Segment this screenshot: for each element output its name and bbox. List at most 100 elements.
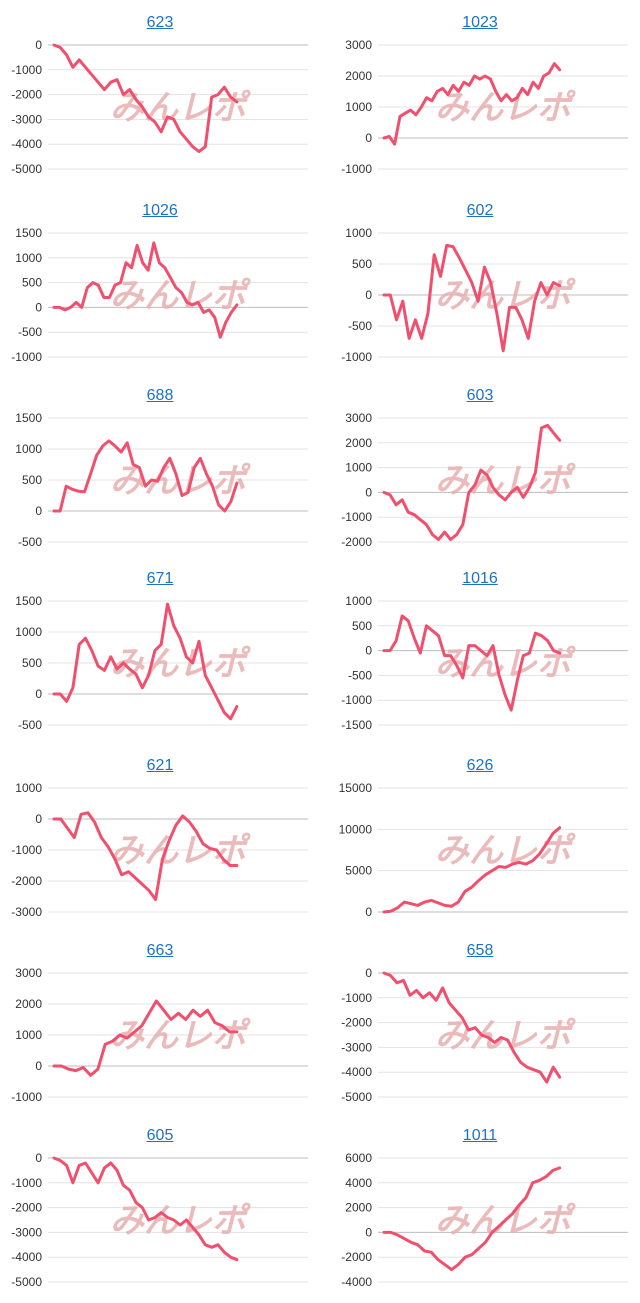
chart-panel-1023: 1023 3000 2000 1000 0 -1000 みんレポ xyxy=(320,10,640,182)
series-line xyxy=(382,423,562,541)
watermark-part1: みんレポ xyxy=(110,1016,251,1056)
y-tick-label: 5000 xyxy=(345,864,372,878)
y-tick-label: 3000 xyxy=(345,38,372,52)
y-tick-label: 1000 xyxy=(345,226,372,240)
y-tick-label: -1000 xyxy=(341,991,372,1005)
y-tick-label: -3000 xyxy=(11,905,42,919)
y-tick-label: 2000 xyxy=(345,1201,372,1215)
series-line xyxy=(52,602,239,721)
chart-title-link[interactable]: 688 xyxy=(146,387,174,404)
chart-title-link[interactable]: 658 xyxy=(466,942,494,959)
series-line xyxy=(382,243,562,353)
y-tick-label: -5000 xyxy=(341,1090,372,1104)
series-line xyxy=(382,826,562,914)
y-tick-label: 3000 xyxy=(15,966,42,980)
y-tick-label: 1000 xyxy=(345,461,372,475)
chart-title-link[interactable]: 671 xyxy=(146,570,174,587)
chart-title-link[interactable]: 621 xyxy=(146,757,174,774)
y-tick-label: -500 xyxy=(348,319,372,333)
y-tick-label: 1000 xyxy=(345,594,372,608)
chart-panel-671: 671 1500 1000 500 0 -500 みんレポ xyxy=(0,566,320,738)
y-tick-label: 1000 xyxy=(15,1028,42,1042)
y-tick-label: -4000 xyxy=(341,1275,372,1289)
series-line xyxy=(52,241,239,339)
watermark-part1: みんレポ xyxy=(435,461,576,501)
y-tick-label: -500 xyxy=(18,325,42,339)
watermark-logo: みんレポ xyxy=(435,831,576,871)
chart-title-link[interactable]: 1016 xyxy=(462,570,498,587)
series-line xyxy=(52,439,239,513)
y-tick-label: 1000 xyxy=(15,442,42,456)
y-tick-label: 500 xyxy=(352,257,372,271)
watermark-part1: みんレポ xyxy=(110,644,251,684)
y-tick-label: -2000 xyxy=(11,1201,42,1215)
y-tick-label: -2000 xyxy=(341,535,372,549)
y-tick-label: 0 xyxy=(35,38,42,52)
y-tick-label: -3000 xyxy=(11,112,42,126)
y-tick-label: -2000 xyxy=(341,1250,372,1264)
y-tick-label: -1000 xyxy=(11,1090,42,1104)
y-tick-label: 4000 xyxy=(345,1176,372,1190)
chart-title-link[interactable]: 626 xyxy=(466,757,494,774)
y-tick-label: 15000 xyxy=(339,781,373,795)
chart-panel-1016: 1016 1000 500 0 -500 -1000 -1500 みんレポ xyxy=(320,566,640,738)
y-tick-label: 2000 xyxy=(345,436,372,450)
line-chart: 15000 10000 5000 0 みんレポ xyxy=(339,781,628,919)
y-tick-label: -1000 xyxy=(341,693,372,707)
y-tick-label: 0 xyxy=(35,1151,42,1165)
watermark-part1: みんレポ xyxy=(110,1201,251,1241)
y-tick-label: 0 xyxy=(365,644,372,658)
chart-panel-603: 603 3000 2000 1000 0 -1000 -2000 みんレポ xyxy=(320,383,640,555)
y-tick-label: -1500 xyxy=(341,718,372,732)
y-tick-label: 1500 xyxy=(15,594,42,608)
watermark-part1: みんレポ xyxy=(435,1016,576,1056)
y-tick-label: 3000 xyxy=(345,411,372,425)
y-tick-label: -2000 xyxy=(341,1016,372,1030)
chart-panel-1026: 1026 1500 1000 500 0 -500 -1000 みんレポ xyxy=(0,198,320,370)
line-chart: 1500 1000 500 0 -500 -1000 みんレポ xyxy=(11,226,308,364)
chart-panel-602: 602 1000 500 0 -500 -1000 みんレポ xyxy=(320,198,640,370)
y-tick-label: 0 xyxy=(35,1059,42,1073)
chart-title-link[interactable]: 603 xyxy=(466,387,494,404)
chart-title-link[interactable]: 623 xyxy=(146,14,174,31)
y-tick-label: -1000 xyxy=(11,350,42,364)
chart-title-link[interactable]: 663 xyxy=(146,942,174,959)
y-tick-label: 500 xyxy=(22,276,42,290)
y-tick-label: 500 xyxy=(22,473,42,487)
y-tick-label: 0 xyxy=(365,485,372,499)
chart-title-link[interactable]: 605 xyxy=(146,1127,174,1144)
y-tick-label: -4000 xyxy=(11,137,42,151)
y-tick-label: -5000 xyxy=(11,162,42,176)
y-tick-label: -1000 xyxy=(341,350,372,364)
y-tick-label: -500 xyxy=(348,668,372,682)
y-tick-label: 1500 xyxy=(15,226,42,240)
y-tick-label: 0 xyxy=(365,1225,372,1239)
y-tick-label: 0 xyxy=(35,504,42,518)
series-line xyxy=(382,614,562,712)
line-chart: 3000 2000 1000 0 -1000 -2000 みんレポ xyxy=(341,411,628,549)
y-tick-label: 10000 xyxy=(339,822,373,836)
chart-panel-663: 663 3000 2000 1000 0 -1000 みんレポ xyxy=(0,938,320,1110)
y-tick-label: 0 xyxy=(365,966,372,980)
y-tick-label: 0 xyxy=(365,131,372,145)
y-tick-label: -2000 xyxy=(11,874,42,888)
series-line xyxy=(382,971,562,1084)
chart-panel-605: 605 0 -1000 -2000 -3000 -4000 -5000 みんレポ xyxy=(0,1123,320,1295)
y-tick-label: -1000 xyxy=(341,162,372,176)
y-tick-label: -5000 xyxy=(11,1275,42,1289)
chart-title-link[interactable]: 602 xyxy=(466,202,494,219)
chart-title-link[interactable]: 1026 xyxy=(142,202,178,219)
y-tick-label: 2000 xyxy=(345,69,372,83)
chart-title-link[interactable]: 1023 xyxy=(462,14,498,31)
series-line xyxy=(52,999,239,1077)
y-tick-label: 1000 xyxy=(15,251,42,265)
y-tick-label: -1000 xyxy=(341,510,372,524)
chart-panel-621: 621 1000 0 -1000 -2000 -3000 みんレポ xyxy=(0,753,320,925)
chart-title-link[interactable]: 1011 xyxy=(462,1127,498,1144)
y-tick-label: 1500 xyxy=(15,411,42,425)
